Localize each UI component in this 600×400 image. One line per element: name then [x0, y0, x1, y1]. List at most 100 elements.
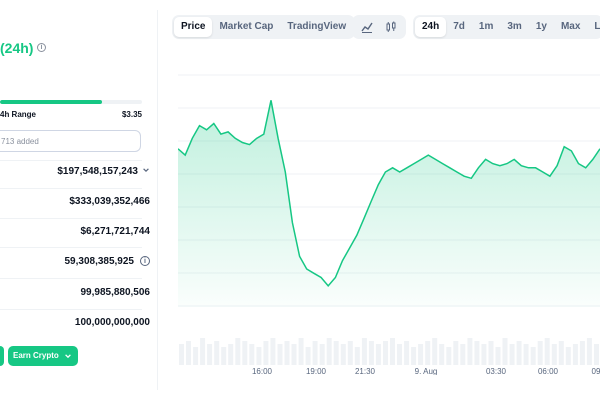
- volume-bar: [284, 341, 290, 365]
- volume-bar: [446, 347, 452, 365]
- volume-bar: [333, 341, 339, 365]
- volume-bar: [242, 341, 248, 365]
- volume-bar: [594, 344, 599, 365]
- volume-bar: [354, 347, 360, 365]
- volume-bar: [228, 344, 234, 365]
- price-chart[interactable]: 16:00 19:00 21:30 9. Aug 03:30 06:00 09: [178, 55, 600, 375]
- circulating-supply-value: 59,308,385,925: [64, 256, 134, 267]
- volume-bar: [474, 341, 480, 365]
- volume-bar: [586, 338, 592, 365]
- volume-bar: [544, 338, 550, 365]
- volume-bar: [319, 344, 325, 365]
- volume-bar: [439, 344, 445, 365]
- chevron-down-icon: [65, 354, 71, 359]
- volume-bar: [193, 347, 199, 365]
- volume-bar: [263, 341, 269, 365]
- volume-bar: [467, 338, 473, 365]
- volume-bar: [361, 338, 367, 365]
- price-area: [178, 100, 600, 307]
- volume-bar: [516, 341, 522, 365]
- timeframe-1m[interactable]: 1m: [478, 21, 494, 32]
- chevron-down-icon[interactable]: [142, 166, 150, 174]
- timeframe-3m[interactable]: 3m: [507, 21, 522, 32]
- volume-bar: [347, 341, 353, 365]
- candlestick-chart-icon[interactable]: [384, 20, 398, 34]
- earn-crypto-label: Earn Crypto: [13, 351, 59, 360]
- divider: [0, 218, 142, 219]
- volume-bars: [179, 338, 599, 365]
- volume-bar: [256, 347, 262, 365]
- volume-bar: [214, 341, 220, 365]
- timeframe-24h[interactable]: 24h: [415, 17, 447, 37]
- volume-bar: [368, 341, 374, 365]
- price-line: [178, 100, 600, 288]
- volume-bar: [551, 344, 557, 365]
- buy-button[interactable]: [0, 346, 4, 366]
- max-supply-value: 100,000,000,000: [74, 317, 150, 328]
- volume-bar: [305, 347, 311, 365]
- total-supply-value: 99,985,880,506: [80, 287, 150, 298]
- volume-bar: [383, 341, 388, 365]
- volume-bar: [375, 344, 381, 365]
- range-bar-fill: [0, 100, 103, 104]
- volume-bar: [453, 341, 459, 365]
- info-icon[interactable]: i: [37, 43, 46, 52]
- timeframe-1y[interactable]: 1y: [535, 21, 547, 32]
- volume-bar: [502, 338, 508, 365]
- added-count-text: 713 added: [1, 137, 39, 146]
- x-axis-labels: 16:00 19:00 21:30 9. Aug 03:30 06:00 09: [252, 367, 600, 375]
- volume-bar: [523, 344, 529, 365]
- volume-bar: [537, 341, 543, 365]
- volume-value: $6,271,721,744: [80, 226, 150, 237]
- volume-bar: [488, 341, 494, 365]
- volume-bar: [390, 338, 395, 365]
- volume-bar: [397, 344, 402, 365]
- earn-crypto-button[interactable]: Earn Crypto: [8, 346, 78, 366]
- tab-market-cap[interactable]: Market Cap: [219, 21, 274, 32]
- range-high-value: $3.35: [121, 110, 142, 119]
- timeframe-log[interactable]: LO: [594, 21, 600, 32]
- divider: [0, 309, 142, 310]
- chart-style-toggle: [352, 15, 406, 39]
- volume-bar: [207, 344, 213, 365]
- volume-bar: [249, 344, 255, 365]
- volume-bar: [572, 344, 578, 365]
- timeframe-max[interactable]: Max: [560, 21, 581, 32]
- volume-bar: [312, 341, 318, 365]
- volume-bar: [340, 344, 346, 365]
- volume-bar: [326, 338, 332, 365]
- volume-bar: [495, 347, 501, 365]
- divider: [0, 278, 142, 279]
- watchlist-added-box[interactable]: 713 added: [0, 130, 141, 152]
- volume-bar: [509, 344, 515, 365]
- divider: [0, 188, 142, 189]
- info-icon[interactable]: i: [140, 256, 150, 266]
- tab-price[interactable]: Price: [174, 17, 213, 37]
- volume-bar: [200, 338, 206, 365]
- range-bar: [0, 100, 142, 104]
- range-label: 4h Range: [0, 110, 37, 119]
- timeframe-tabs: 24h 7d 1m 3m 1y Max LO: [413, 15, 600, 39]
- volume-bar: [298, 338, 304, 365]
- fdv-value: $333,039,352,466: [69, 196, 150, 207]
- divider: [0, 247, 142, 248]
- volume-bar: [291, 344, 297, 365]
- line-chart-icon[interactable]: [360, 20, 374, 34]
- price-change-title: (24h): [0, 40, 34, 56]
- volume-bar: [425, 341, 431, 365]
- tab-tradingview[interactable]: TradingView: [287, 21, 347, 32]
- timeframe-7d[interactable]: 7d: [453, 21, 465, 32]
- volume-bar: [530, 347, 536, 365]
- x-tick-label: 9. Aug: [415, 367, 438, 375]
- x-tick-label: 21:30: [355, 367, 376, 375]
- volume-bar: [186, 341, 191, 365]
- volume-bar: [460, 344, 466, 365]
- volume-bar: [277, 344, 283, 365]
- volume-bar: [481, 344, 487, 365]
- x-tick-label: 16:00: [252, 367, 273, 375]
- volume-bar: [565, 347, 571, 365]
- volume-bar: [558, 341, 564, 365]
- x-tick-label: 06:00: [538, 367, 559, 375]
- volume-bar: [221, 347, 227, 365]
- market-cap-value: $197,548,157,243: [57, 166, 138, 177]
